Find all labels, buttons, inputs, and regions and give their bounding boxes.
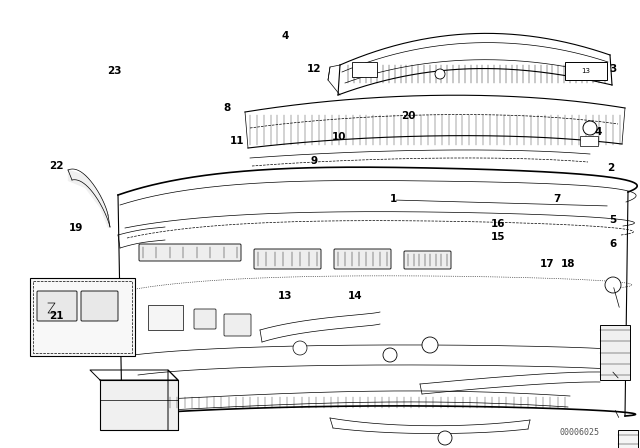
Circle shape	[422, 337, 438, 353]
FancyBboxPatch shape	[600, 325, 630, 380]
FancyBboxPatch shape	[100, 380, 178, 430]
Text: 5: 5	[609, 215, 617, 224]
Text: 17: 17	[540, 259, 554, 269]
FancyBboxPatch shape	[37, 291, 77, 321]
Text: 8: 8	[223, 103, 231, 112]
Text: 16: 16	[491, 219, 505, 229]
FancyBboxPatch shape	[580, 136, 598, 146]
FancyBboxPatch shape	[139, 244, 241, 261]
Text: 3: 3	[609, 65, 617, 74]
Text: 9: 9	[310, 156, 317, 166]
Circle shape	[383, 348, 397, 362]
FancyBboxPatch shape	[254, 249, 321, 269]
Text: 23: 23	[107, 66, 121, 76]
FancyBboxPatch shape	[81, 291, 118, 321]
Text: 20: 20	[401, 112, 415, 121]
FancyBboxPatch shape	[618, 430, 638, 448]
Circle shape	[438, 431, 452, 445]
FancyBboxPatch shape	[334, 249, 391, 269]
Text: 12: 12	[307, 65, 321, 74]
Text: 11: 11	[230, 136, 244, 146]
Text: 00006025: 00006025	[560, 427, 600, 436]
FancyBboxPatch shape	[30, 278, 135, 356]
Text: 15: 15	[491, 233, 505, 242]
Text: 4: 4	[281, 31, 289, 41]
Text: 19: 19	[68, 224, 83, 233]
FancyBboxPatch shape	[224, 314, 251, 336]
Text: 13: 13	[278, 291, 292, 301]
Text: 21: 21	[49, 311, 63, 321]
FancyBboxPatch shape	[404, 251, 451, 269]
Circle shape	[435, 69, 445, 79]
Circle shape	[605, 277, 621, 293]
FancyBboxPatch shape	[352, 62, 377, 77]
Text: 13: 13	[582, 68, 591, 74]
Text: 18: 18	[561, 259, 575, 269]
Text: 4: 4	[595, 127, 602, 137]
Text: 6: 6	[609, 239, 617, 249]
Text: 10: 10	[332, 132, 346, 142]
Text: 7: 7	[553, 194, 561, 204]
FancyBboxPatch shape	[565, 62, 607, 80]
FancyBboxPatch shape	[148, 305, 183, 330]
Circle shape	[293, 341, 307, 355]
Text: 14: 14	[348, 291, 362, 301]
Circle shape	[583, 121, 597, 135]
Text: 2: 2	[607, 163, 615, 173]
Text: 22: 22	[49, 161, 63, 171]
Text: 1: 1	[390, 194, 397, 204]
FancyBboxPatch shape	[194, 309, 216, 329]
